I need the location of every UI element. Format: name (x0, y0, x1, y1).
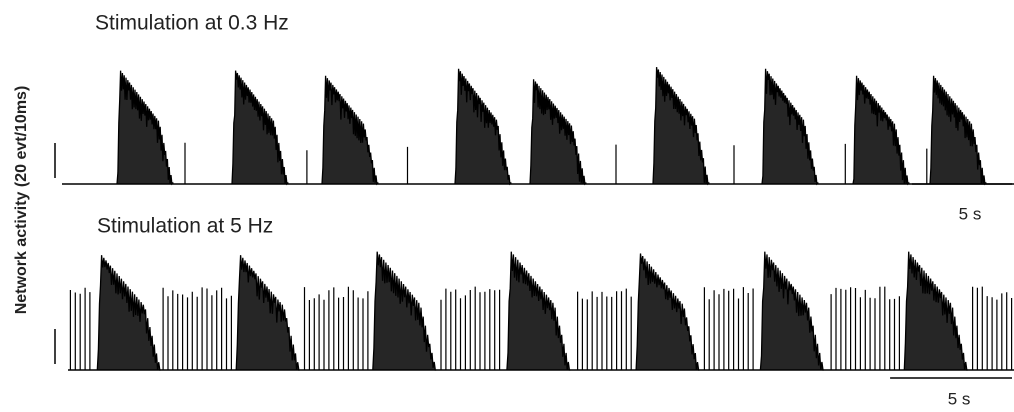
burst (96, 255, 161, 371)
panel-title: Stimulation at 5 Hz (97, 215, 273, 238)
burst (116, 70, 174, 186)
burst (852, 75, 910, 186)
y-axis-label: Network activity (20 evt/10ms) (13, 86, 30, 315)
burst (454, 68, 512, 186)
burst (506, 251, 571, 371)
burst (903, 251, 968, 371)
burst (929, 75, 987, 186)
burst (529, 79, 587, 186)
burst (652, 67, 710, 186)
time-scalebar-label: 5 s (948, 389, 971, 408)
burst (372, 251, 437, 371)
burst (321, 75, 379, 186)
burst (235, 255, 300, 371)
stimulus-spikes (184, 142, 928, 184)
burst (761, 68, 819, 186)
burst (635, 253, 700, 371)
stimulus-spikes (69, 286, 1013, 370)
time-scalebar-label: 5 s (959, 204, 982, 223)
burst (231, 70, 289, 186)
burst (759, 251, 824, 371)
panel-title: Stimulation at 0.3 Hz (95, 12, 289, 35)
